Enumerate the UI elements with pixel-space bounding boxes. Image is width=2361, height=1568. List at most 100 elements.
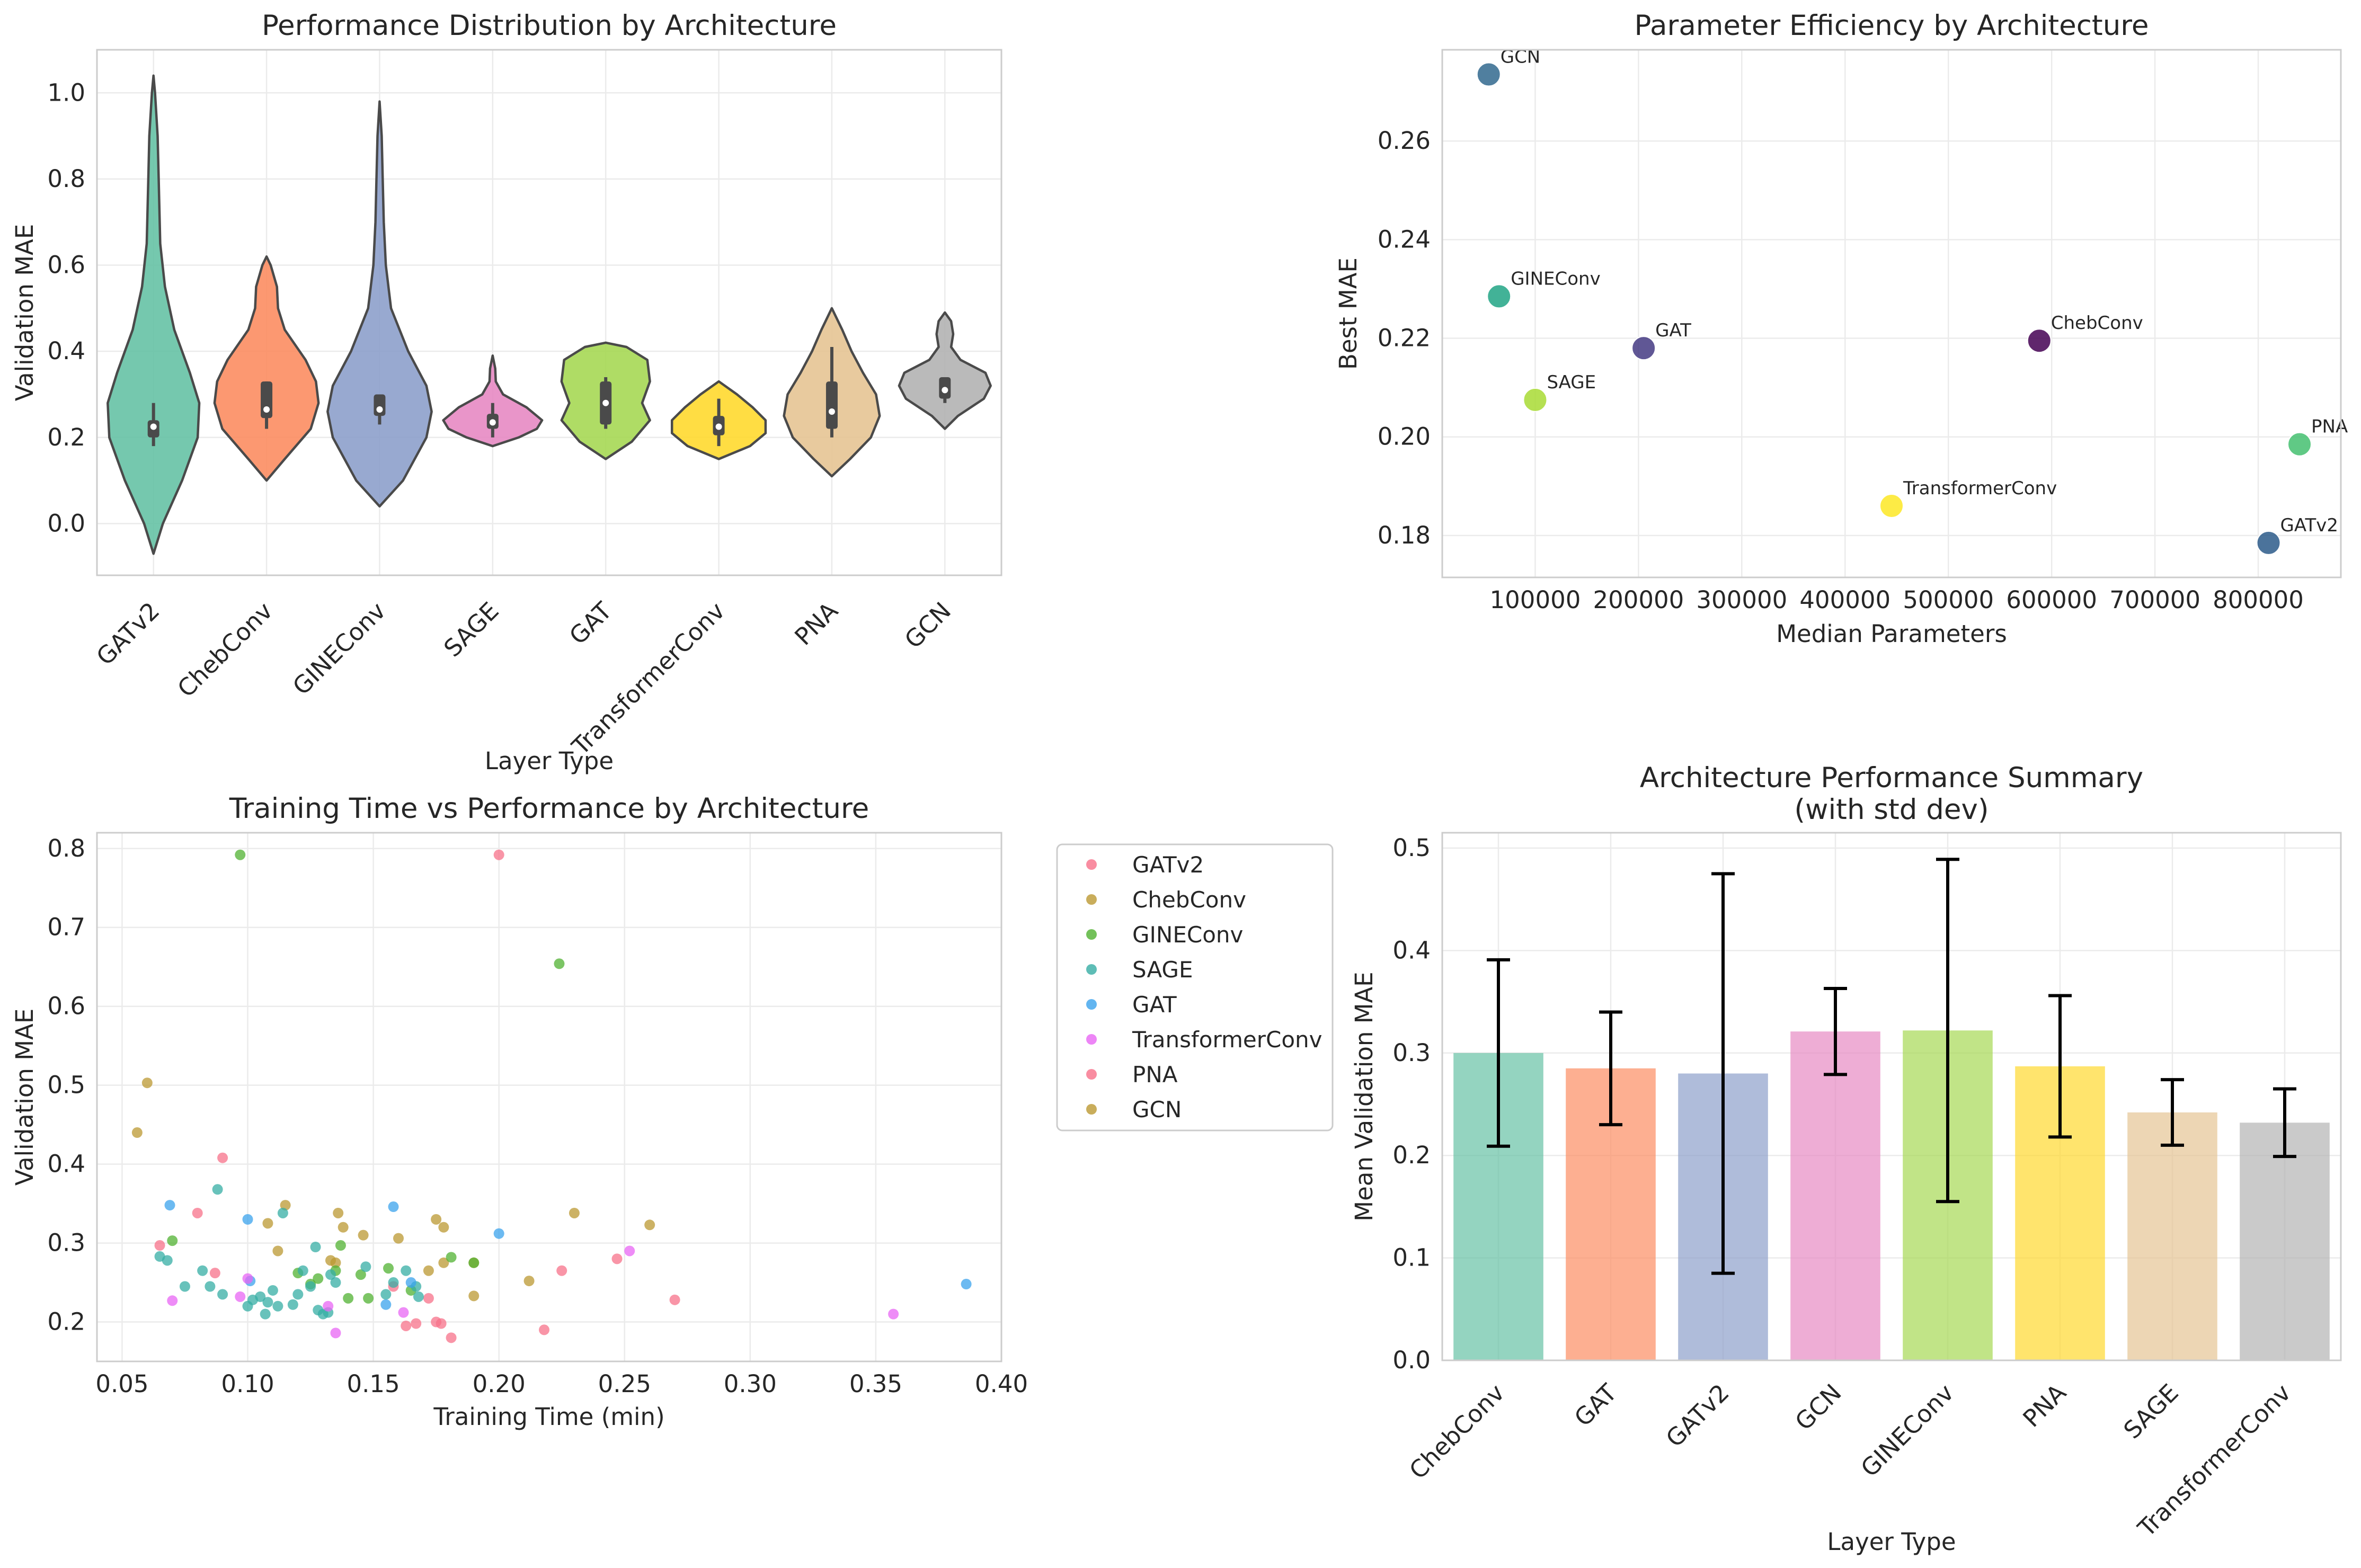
scatter-point: [242, 1273, 253, 1284]
scatter-point: [333, 1207, 344, 1218]
legend-marker: [1086, 1069, 1097, 1080]
legend-frame: [1056, 843, 1334, 1132]
violin-median-marker: [942, 387, 948, 394]
violin-median-marker: [263, 406, 270, 413]
y-tick-label: 0.24: [1378, 225, 1431, 253]
y-axis-label: Mean Validation MAE: [1350, 972, 1378, 1221]
scatter-point: [323, 1300, 334, 1312]
scatter-point: [644, 1219, 655, 1231]
x-tick-label: GATv2: [1661, 1378, 1735, 1453]
x-tick-label: 0.30: [724, 1370, 777, 1398]
legend-label: TransformerConv: [1132, 1027, 1322, 1053]
scatter-point: [192, 1207, 203, 1218]
x-tick-label: 300000: [1696, 586, 1787, 614]
point-label: PNA: [2311, 416, 2348, 438]
legend-marker: [1086, 1104, 1097, 1115]
violin-body: [898, 311, 992, 430]
violin-median-marker: [602, 399, 609, 406]
y-tick-label: 0.4: [47, 337, 85, 365]
x-tick-label: SAGE: [438, 596, 504, 662]
y-tick-label: 0.18: [1378, 521, 1431, 549]
scatter-point: [217, 1289, 228, 1300]
scatter-point: [325, 1269, 336, 1280]
scatter-point: [277, 1207, 288, 1218]
scatter-point: [401, 1320, 412, 1331]
scatter-point: [197, 1265, 208, 1276]
scatter-point: [411, 1318, 422, 1329]
scatter-point: [624, 1245, 635, 1257]
bar: [2240, 1122, 2330, 1360]
y-tick-label: 0.26: [1378, 127, 1431, 155]
scatter-point: [1523, 387, 1548, 412]
scatter-point: [310, 1242, 321, 1253]
legend: GATv2 ChebConv GINEConv SAGE GAT TransformerC…: [1056, 843, 1334, 1132]
scatter-point: [446, 1332, 457, 1343]
chart-subtitle: (with std dev): [1794, 794, 1989, 826]
x-tick-label: 800000: [2213, 586, 2304, 614]
scatter-point: [383, 1263, 394, 1274]
scatter-point: [363, 1293, 374, 1304]
x-tick-label: 0.35: [849, 1370, 902, 1398]
scatter-point: [209, 1268, 220, 1279]
x-tick-label: GINEConv: [1856, 1378, 1959, 1482]
performance-summary-chart-panel: 0.0 0.1 0.2 0.3 0.4 0.5 ChebConv GAT GATv2 GCN GIN…: [1350, 762, 2342, 1556]
scatter-point: [167, 1295, 178, 1306]
scatter-point: [539, 1324, 550, 1335]
scatter-point: [242, 1214, 253, 1225]
scatter-point: [235, 849, 246, 860]
scatter-point: [556, 1265, 567, 1276]
x-tick-label: 0.05: [95, 1370, 148, 1398]
training-time-chart-panel: 0.05 0.10 0.15 0.20 0.25 0.30 0.35 0.40 0.2 0.3 0.…: [11, 792, 1334, 1431]
scatter-point: [167, 1235, 178, 1246]
scatter-point: [212, 1184, 223, 1195]
scatter-point: [330, 1257, 341, 1268]
y-tick-label: 0.3: [1392, 1039, 1431, 1067]
y-tick-label: 0.8: [47, 834, 85, 862]
x-tick-label: GAT: [1569, 1378, 1622, 1432]
point-label: GATv2: [2280, 515, 2339, 536]
scatter-point: [398, 1307, 409, 1318]
x-axis-label: Layer Type: [485, 747, 614, 775]
x-tick-label: 700000: [2109, 586, 2200, 614]
x-tick-label: 100000: [1490, 586, 1581, 614]
scatter-point: [313, 1273, 324, 1284]
scatter-point: [405, 1277, 416, 1288]
scatter-point: [2027, 328, 2052, 353]
scatter-point: [380, 1299, 392, 1310]
x-tick-label: 200000: [1593, 586, 1684, 614]
scatter-point: [305, 1281, 316, 1292]
bar: [1790, 1031, 1880, 1360]
x-axis-label: Median Parameters: [1776, 620, 2007, 648]
legend-marker: [1086, 894, 1097, 905]
scatter-point: [393, 1233, 404, 1244]
plot-frame: [96, 49, 1002, 576]
plot-frame: [1441, 832, 2342, 1361]
scatter-point: [335, 1240, 346, 1251]
violin-body: [326, 100, 433, 508]
y-tick-label: 0.7: [47, 913, 85, 941]
scatter-point: [205, 1281, 216, 1292]
legend-label: ChebConv: [1132, 887, 1246, 913]
scatter-point: [493, 849, 504, 860]
point-label: ChebConv: [2051, 313, 2143, 334]
legend-label: GINEConv: [1132, 922, 1243, 948]
scatter-point: [360, 1261, 371, 1272]
chart-title: Architecture Performance Summary: [1640, 762, 2143, 794]
violin-iqr-box: [374, 394, 386, 416]
scatter-point: [413, 1291, 424, 1302]
legend-marker: [1086, 999, 1097, 1010]
scatter-point: [272, 1245, 283, 1257]
y-tick-label: 0.0: [1392, 1346, 1431, 1374]
legend-label: GCN: [1132, 1097, 1182, 1122]
scatter-point: [380, 1289, 392, 1300]
scatter-point: [888, 1308, 899, 1320]
legend-label: GAT: [1132, 992, 1177, 1018]
scatter-point: [267, 1285, 278, 1296]
scatter-point: [1631, 336, 1656, 361]
chart-title: Parameter Efficiency by Architecture: [1634, 10, 2149, 42]
scatter-point: [330, 1277, 341, 1288]
legend-marker: [1086, 929, 1097, 940]
chart-title: Training Time vs Performance by Architec…: [229, 792, 869, 825]
y-tick-label: 0.5: [1392, 834, 1431, 862]
scatter-point: [2287, 432, 2312, 457]
